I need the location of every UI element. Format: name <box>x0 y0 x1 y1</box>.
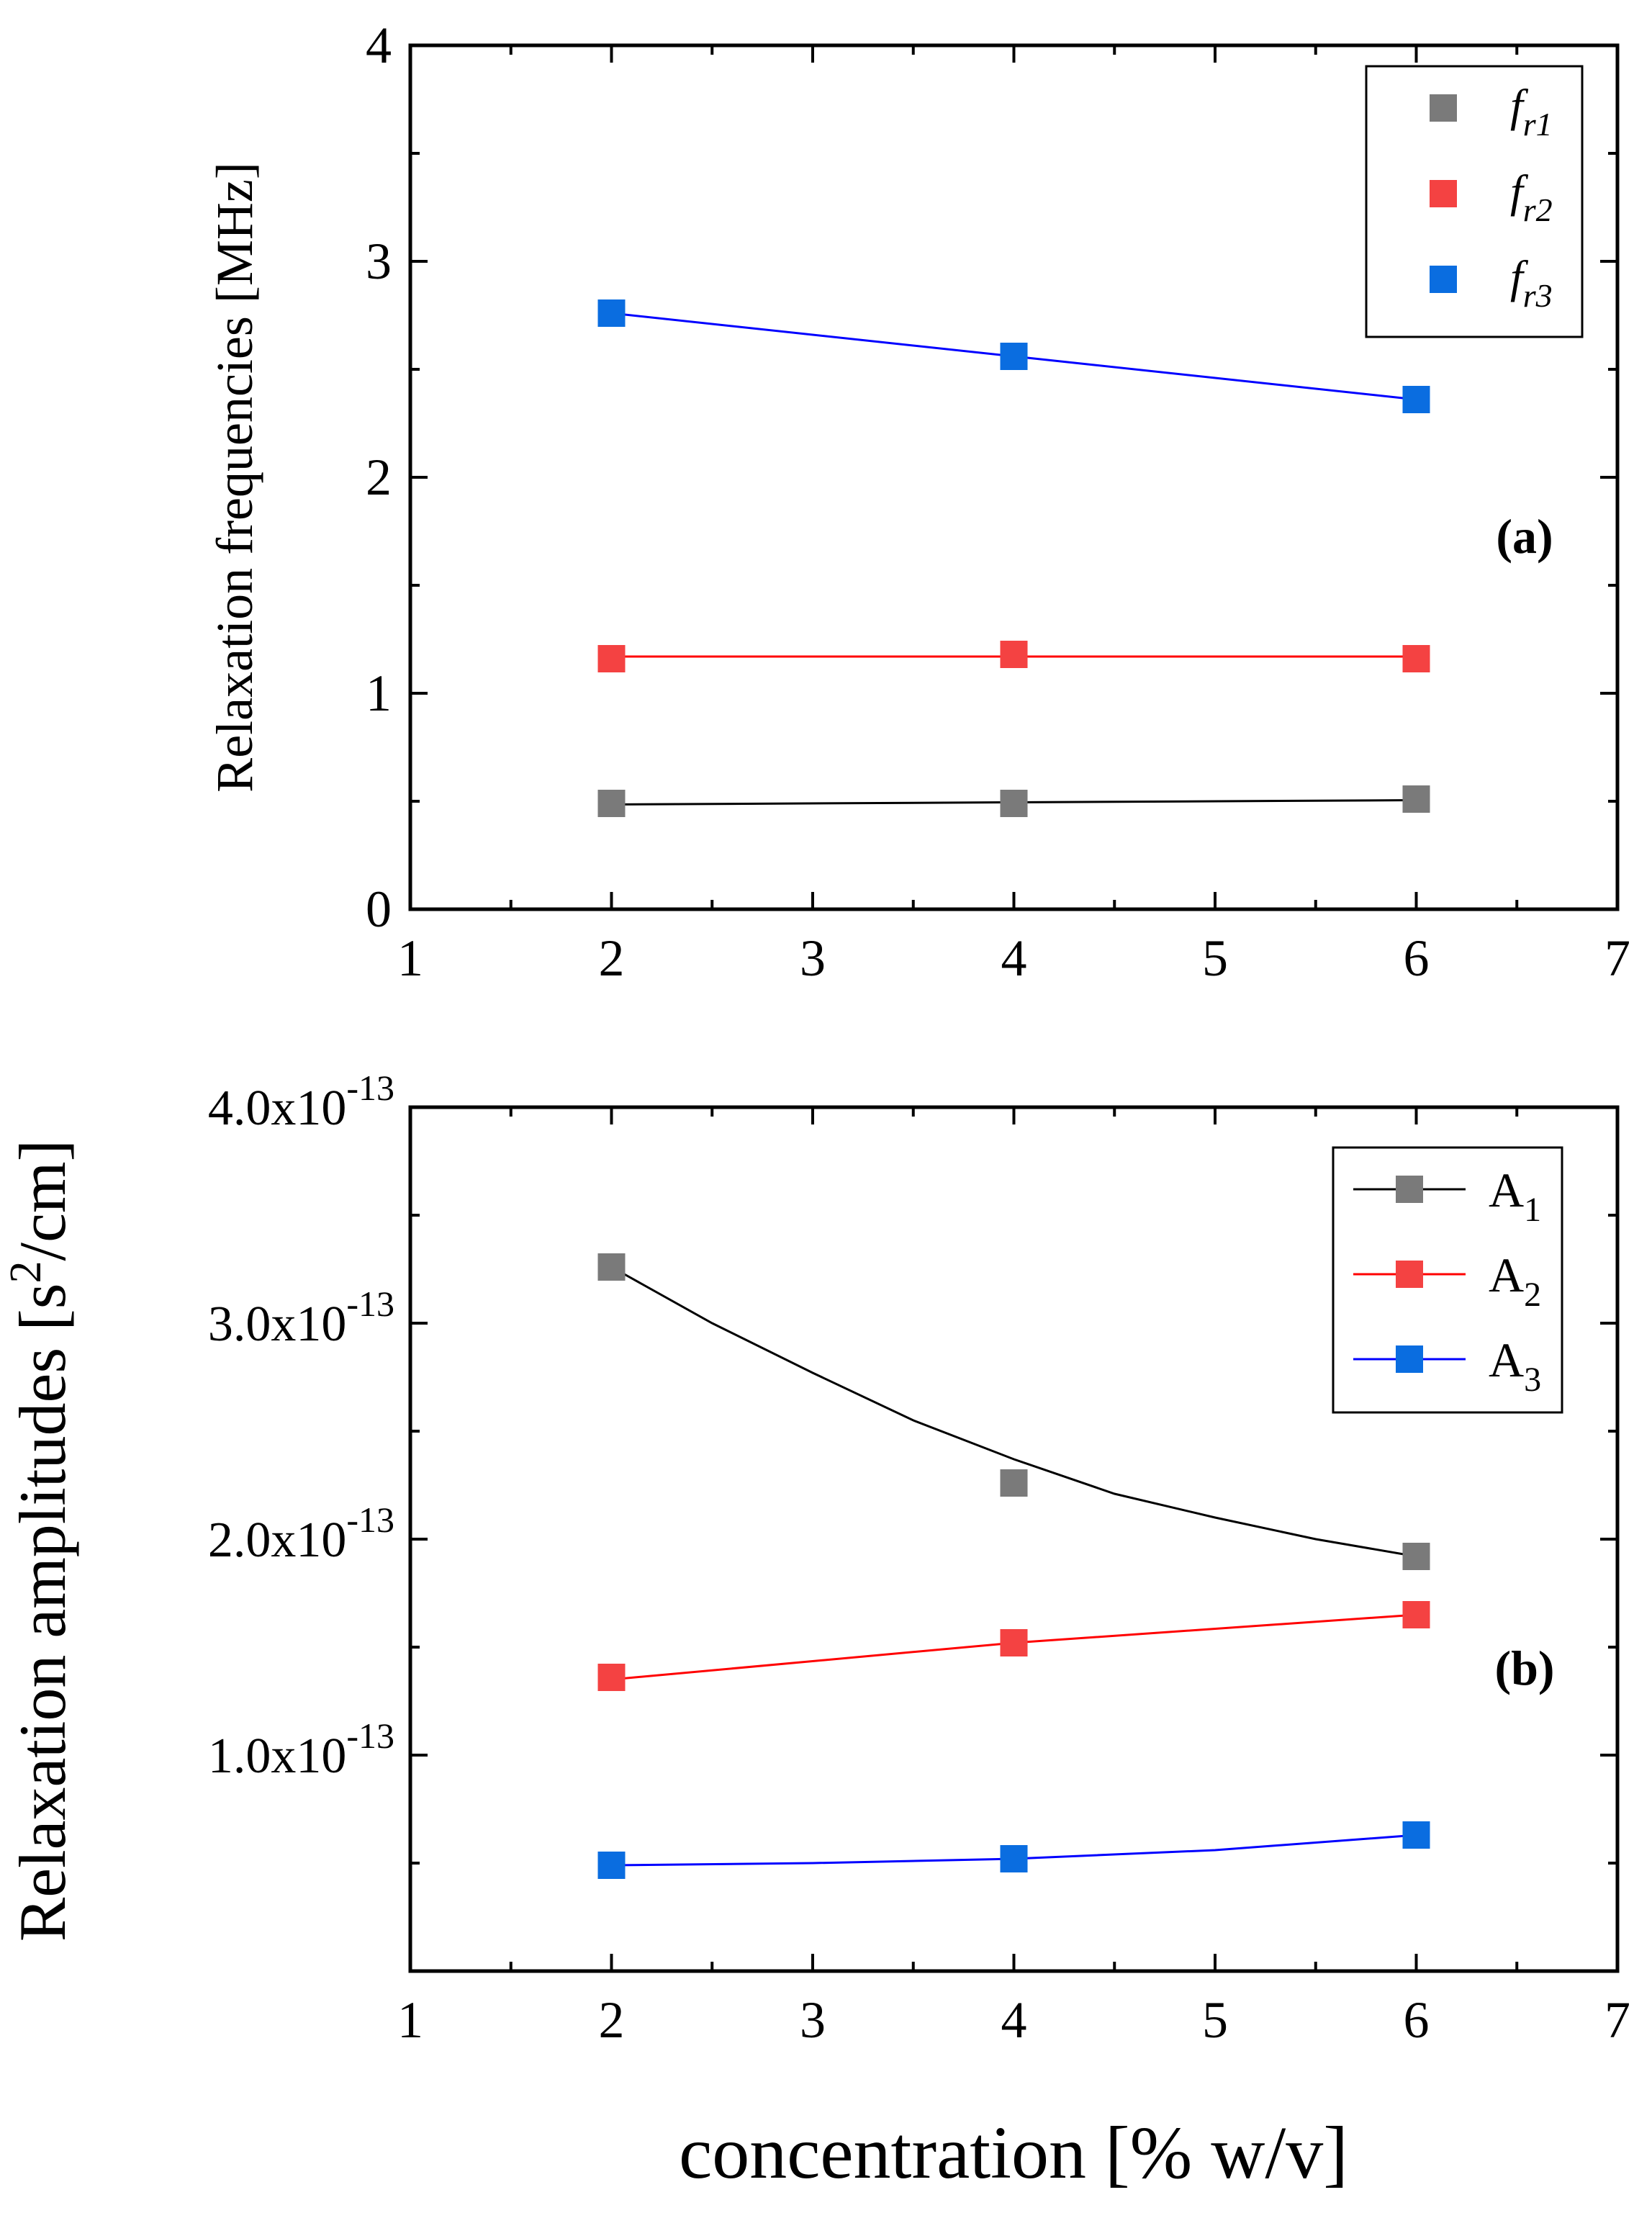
b-data-point-1 <box>597 1253 626 1281</box>
a-data-point-r1 <box>597 790 626 817</box>
panel-b-amplitudes: 1 2 3 4 5 6 71.0x10-132.0x10-133.0x10-134.0x10… <box>1 1068 1630 2194</box>
panel-b-y-axis-label: Relaxation amplitudes [s2/cm] <box>1 1140 79 1942</box>
b-x-tick-label: 7 <box>1604 1991 1630 2049</box>
b-x-tick-label: 2 <box>599 1991 625 2049</box>
b-x-tick-label: 1 <box>397 1991 423 2049</box>
b-data-point-2 <box>597 1664 626 1691</box>
a-data-point-r2 <box>597 645 626 672</box>
a-y-tick-label: 2 <box>366 448 392 506</box>
a-legend-marker-r2 <box>1430 180 1457 207</box>
a-x-tick-label: 1 <box>397 929 423 987</box>
panel-b-y-label-sup: 2 <box>1 1261 50 1283</box>
b-y-tick-mantissa: 3.0x10 <box>208 1297 347 1352</box>
panel-b-y-label-end: /cm] <box>6 1140 79 1261</box>
a-legend-label: fr2 <box>1510 166 1553 228</box>
panel-b-legend-box <box>1332 1146 1563 1414</box>
b-y-tick-label: 2.0x10-13 <box>208 1500 394 1568</box>
b-y-tick-mantissa: 1.0x10 <box>208 1728 347 1784</box>
a-legend-label-sub: r3 <box>1523 277 1553 314</box>
b-y-tick-mantissa: 4.0x10 <box>208 1081 347 1136</box>
b-data-point-2 <box>1402 1601 1430 1628</box>
b-y-tick-exponent: -13 <box>346 1500 394 1540</box>
b-x-tick-label: 5 <box>1202 1991 1228 2049</box>
panel-a-label: (a) <box>1496 509 1553 564</box>
b-legend-label: A3 <box>1489 1333 1541 1399</box>
b-legend-label-main: A <box>1489 1163 1524 1217</box>
a-data-point-r3 <box>597 299 626 327</box>
panel-a-legend-box <box>1365 65 1584 338</box>
b-legend-label-sub: 1 <box>1524 1191 1541 1229</box>
a-x-tick-label: 3 <box>800 929 826 987</box>
b-legend-label: A2 <box>1489 1248 1541 1314</box>
a-data-point-r1 <box>1000 790 1028 817</box>
b-y-tick-label: 3.0x10-13 <box>208 1284 394 1352</box>
a-legend-label-sub: r1 <box>1523 106 1553 143</box>
a-legend-label-sub: r2 <box>1523 191 1553 228</box>
b-y-tick-exponent: -13 <box>346 1716 394 1756</box>
a-y-tick-label: 3 <box>366 233 392 290</box>
b-x-tick-label: 4 <box>1001 1991 1027 2049</box>
b-data-point-1 <box>1000 1469 1028 1497</box>
b-fit-line-1 <box>610 1266 1417 1558</box>
panel-a-y-axis-label: Relaxation frequencies [MHz] <box>206 162 263 793</box>
b-data-point-2 <box>1000 1629 1028 1656</box>
b-data-point-3 <box>1000 1845 1028 1872</box>
b-legend-label-main: A <box>1489 1333 1524 1387</box>
b-legend-label-main: A <box>1489 1248 1524 1302</box>
a-y-tick-label: 0 <box>366 880 392 938</box>
b-data-point-1 <box>1402 1543 1430 1570</box>
panel-b-y-label-main: Relaxation amplitudes [s <box>6 1283 79 1942</box>
b-legend-label-sub: 3 <box>1524 1361 1541 1399</box>
b-y-tick-label: 1.0x10-13 <box>208 1716 394 1784</box>
a-x-tick-label: 7 <box>1604 929 1630 987</box>
x-axis-label: concentration [% w/v] <box>679 2111 1348 2194</box>
a-data-point-r2 <box>1402 645 1430 672</box>
b-legend-marker-1 <box>1396 1176 1423 1203</box>
a-data-point-r2 <box>1000 641 1028 668</box>
b-data-point-3 <box>1402 1821 1430 1849</box>
b-x-tick-label: 3 <box>800 1991 826 2049</box>
a-y-tick-label: 1 <box>366 664 392 722</box>
a-x-tick-label: 6 <box>1404 929 1430 987</box>
b-x-tick-label: 6 <box>1404 1991 1430 2049</box>
b-legend-marker-3 <box>1396 1345 1423 1373</box>
a-data-point-r1 <box>1402 785 1430 813</box>
b-legend-label: A1 <box>1489 1163 1541 1229</box>
b-data-point-3 <box>597 1852 626 1879</box>
b-y-tick-mantissa: 2.0x10 <box>208 1513 347 1568</box>
b-y-tick-exponent: -13 <box>346 1284 394 1324</box>
b-y-tick-label: 4.0x10-13 <box>208 1068 394 1136</box>
b-legend-marker-2 <box>1396 1261 1423 1288</box>
a-data-point-r3 <box>1402 386 1430 413</box>
a-x-tick-label: 5 <box>1202 929 1228 987</box>
a-x-tick-label: 2 <box>599 929 625 987</box>
a-x-tick-label: 4 <box>1001 929 1027 987</box>
b-legend-label-sub: 2 <box>1524 1276 1541 1314</box>
a-data-point-r3 <box>1000 343 1028 370</box>
b-y-tick-exponent: -13 <box>346 1068 394 1108</box>
a-legend-marker-r3 <box>1430 266 1457 293</box>
a-legend-marker-r1 <box>1430 94 1457 122</box>
a-y-tick-label: 4 <box>366 17 392 74</box>
panel-b-label: (b) <box>1494 1641 1554 1695</box>
